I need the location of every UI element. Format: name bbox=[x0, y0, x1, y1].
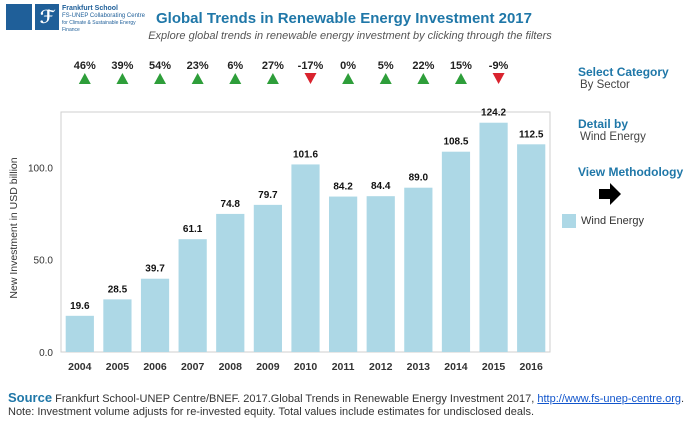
growth-label: 5% bbox=[378, 60, 394, 72]
triangle-up-icon bbox=[342, 73, 355, 84]
source-text: Frankfurt School-UNEP Centre/BNEF. 2017.… bbox=[55, 393, 535, 405]
data-label: 74.8 bbox=[221, 199, 241, 210]
data-label: 19.6 bbox=[70, 301, 90, 312]
x-tick-label: 2009 bbox=[256, 361, 280, 373]
logo: ℱ Frankfurt School FS-UNEP Collaborating… bbox=[6, 4, 145, 33]
logo-line2: FS-UNEP Collaborating Centre bbox=[62, 13, 145, 19]
triangle-up-icon bbox=[417, 73, 430, 84]
growth-label: 6% bbox=[227, 60, 243, 72]
y-axis-label: New Investment in USD billion bbox=[8, 157, 20, 298]
triangle-up-icon bbox=[191, 73, 204, 84]
x-tick-label: 2010 bbox=[294, 361, 318, 373]
source-line: Source Frankfurt School-UNEP Centre/BNEF… bbox=[8, 390, 685, 405]
triangle-down-icon bbox=[492, 73, 505, 84]
x-tick-label: 2014 bbox=[444, 361, 468, 373]
methodology-label[interactable]: View Methodology bbox=[578, 165, 684, 179]
y-tick-label: 0.0 bbox=[39, 348, 53, 359]
category-filter[interactable]: Select Category By Sector bbox=[578, 65, 669, 91]
bar[interactable] bbox=[479, 122, 508, 352]
bar[interactable] bbox=[366, 196, 395, 352]
triangle-up-icon bbox=[78, 73, 91, 84]
data-label: 108.5 bbox=[443, 137, 468, 148]
triangle-up-icon bbox=[454, 73, 467, 84]
logo-line3: for Climate & Sustainable Energy Finance bbox=[62, 20, 136, 33]
bar[interactable] bbox=[329, 196, 358, 352]
y-tick-label: 100.0 bbox=[28, 163, 53, 174]
triangle-up-icon bbox=[266, 73, 279, 84]
y-tick-label: 50.0 bbox=[34, 256, 54, 267]
page-title: Global Trends in Renewable Energy Invest… bbox=[156, 10, 532, 27]
growth-label: 23% bbox=[187, 60, 209, 72]
source-link[interactable]: http://www.fs-unep-centre.org bbox=[537, 393, 682, 405]
triangle-down-icon bbox=[304, 73, 317, 84]
data-label: 79.7 bbox=[258, 190, 278, 201]
triangle-up-icon bbox=[229, 73, 242, 84]
arrow-right-icon[interactable] bbox=[599, 183, 621, 205]
data-label: 89.0 bbox=[409, 173, 429, 184]
page-subtitle: Explore global trends in renewable energ… bbox=[148, 30, 552, 42]
data-label: 39.7 bbox=[145, 264, 165, 275]
triangle-up-icon bbox=[116, 73, 129, 84]
source-label: Source bbox=[8, 390, 53, 405]
x-tick-label: 2005 bbox=[106, 361, 130, 373]
bar[interactable] bbox=[291, 164, 320, 352]
x-tick-label: 2012 bbox=[369, 361, 393, 373]
detail-filter[interactable]: Detail by Wind Energy bbox=[578, 117, 646, 143]
x-tick-label: 2004 bbox=[68, 361, 92, 373]
x-tick-label: 2016 bbox=[520, 361, 544, 373]
x-tick-label: 2006 bbox=[143, 361, 167, 373]
triangle-up-icon bbox=[154, 73, 167, 84]
x-tick-label: 2007 bbox=[181, 361, 205, 373]
legend-swatch bbox=[562, 214, 576, 228]
growth-label: 22% bbox=[412, 60, 434, 72]
bar[interactable] bbox=[103, 299, 132, 352]
data-label: 84.4 bbox=[371, 181, 391, 192]
legend: Wind Energy bbox=[562, 214, 644, 228]
growth-label: 54% bbox=[149, 60, 171, 72]
fs-logo-icon: ℱ bbox=[35, 4, 59, 30]
data-label: 84.2 bbox=[333, 182, 353, 193]
growth-label: -9% bbox=[489, 60, 509, 72]
data-label: 28.5 bbox=[108, 284, 128, 295]
data-label: 124.2 bbox=[481, 108, 506, 119]
detail-value[interactable]: Wind Energy bbox=[580, 131, 646, 143]
growth-label: 15% bbox=[450, 60, 472, 72]
logo-line1: Frankfurt School bbox=[62, 5, 119, 12]
logo-text: Frankfurt School FS-UNEP Collaborating C… bbox=[62, 5, 152, 34]
growth-label: 39% bbox=[111, 60, 133, 72]
bar[interactable] bbox=[517, 144, 546, 352]
x-tick-label: 2015 bbox=[482, 361, 506, 373]
bar[interactable] bbox=[441, 151, 471, 352]
legend-label: Wind Energy bbox=[581, 215, 644, 227]
bar[interactable] bbox=[216, 213, 245, 352]
data-label: 61.1 bbox=[183, 224, 203, 235]
growth-label: 27% bbox=[262, 60, 284, 72]
x-tick-label: 2008 bbox=[219, 361, 243, 373]
bar[interactable] bbox=[65, 315, 94, 352]
category-label: Select Category bbox=[578, 65, 669, 79]
data-label: 112.5 bbox=[519, 129, 544, 140]
growth-label: 46% bbox=[74, 60, 96, 72]
bar[interactable] bbox=[253, 204, 282, 352]
bar[interactable] bbox=[404, 187, 433, 352]
bar[interactable] bbox=[178, 239, 207, 352]
globe-icon bbox=[6, 4, 32, 30]
methodology-link[interactable]: View Methodology bbox=[578, 165, 683, 179]
growth-label: 0% bbox=[340, 60, 356, 72]
triangle-up-icon bbox=[379, 73, 392, 84]
data-label: 101.6 bbox=[293, 149, 318, 160]
category-value[interactable]: By Sector bbox=[580, 79, 630, 91]
footnote: Note: Investment volume adjusts for re-i… bbox=[8, 406, 535, 418]
x-tick-label: 2013 bbox=[407, 361, 431, 373]
detail-label: Detail by bbox=[578, 117, 629, 131]
bar[interactable] bbox=[140, 278, 170, 352]
growth-label: -17% bbox=[298, 60, 324, 72]
x-tick-label: 2011 bbox=[332, 361, 355, 373]
